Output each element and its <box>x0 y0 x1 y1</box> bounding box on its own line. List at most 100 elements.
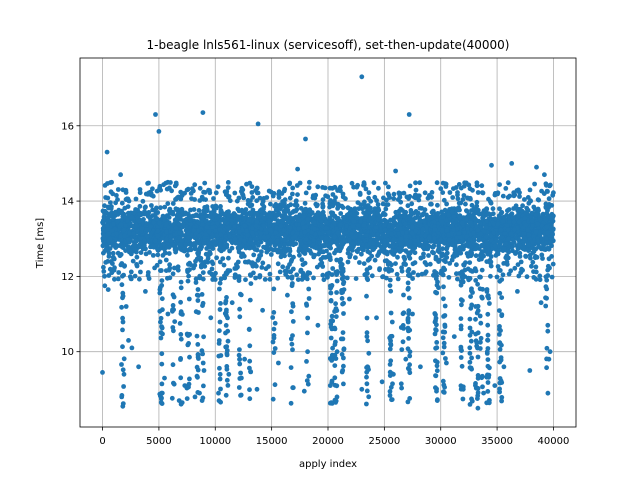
data-point <box>256 191 261 196</box>
data-point <box>341 205 346 210</box>
data-point <box>197 198 202 203</box>
data-point <box>283 234 288 239</box>
data-point <box>272 191 277 196</box>
data-point <box>254 264 259 269</box>
data-point <box>168 234 173 239</box>
data-point <box>125 218 130 223</box>
data-point <box>226 180 231 185</box>
data-point <box>205 225 210 230</box>
data-point <box>151 253 156 258</box>
data-point <box>302 225 307 230</box>
data-point <box>503 255 508 260</box>
data-point <box>374 225 379 230</box>
data-point <box>377 243 382 248</box>
data-point <box>320 185 325 190</box>
data-point <box>297 249 302 254</box>
data-point <box>164 230 169 235</box>
data-point <box>408 256 413 261</box>
data-point <box>429 239 434 244</box>
data-point <box>307 180 312 185</box>
data-point <box>529 264 534 269</box>
data-point <box>219 232 224 237</box>
data-point <box>497 182 502 187</box>
data-point <box>222 243 227 248</box>
data-point <box>269 252 274 257</box>
data-point <box>105 196 110 201</box>
data-point <box>457 247 462 252</box>
data-point <box>214 190 219 195</box>
data-point <box>402 214 407 219</box>
data-point <box>438 238 443 243</box>
data-point <box>458 215 463 220</box>
data-point <box>464 242 469 247</box>
data-point <box>409 210 414 215</box>
data-point <box>106 206 111 211</box>
data-point <box>142 245 147 250</box>
data-point <box>430 190 435 195</box>
data-point <box>242 239 247 244</box>
data-point <box>144 192 149 197</box>
data-point <box>392 220 397 225</box>
data-point <box>507 272 512 277</box>
data-point <box>286 220 291 225</box>
data-point <box>250 231 255 236</box>
data-point <box>367 250 372 255</box>
data-point <box>436 249 441 254</box>
data-point <box>393 210 398 215</box>
data-point <box>286 208 291 213</box>
data-point <box>544 183 549 188</box>
data-point <box>367 190 372 195</box>
data-point <box>402 257 407 262</box>
data-point <box>250 260 255 265</box>
data-point <box>230 246 235 251</box>
data-point <box>503 186 508 191</box>
data-point <box>431 245 436 250</box>
data-point <box>303 261 308 266</box>
data-point <box>145 234 150 239</box>
data-point <box>246 198 251 203</box>
data-point <box>278 244 283 249</box>
data-point <box>447 261 452 266</box>
data-point <box>370 273 375 278</box>
data-point <box>120 201 125 206</box>
data-point <box>468 196 473 201</box>
data-point <box>162 205 167 210</box>
data-point <box>253 247 258 252</box>
data-point <box>141 199 146 204</box>
data-point <box>367 242 372 247</box>
data-point <box>301 250 306 255</box>
data-point <box>134 262 139 267</box>
data-point <box>199 265 204 270</box>
data-point <box>138 270 143 275</box>
data-point <box>386 185 391 190</box>
data-point <box>248 204 253 209</box>
data-point <box>436 259 441 264</box>
data-point <box>234 241 239 246</box>
data-point <box>376 208 381 213</box>
data-point <box>247 218 252 223</box>
data-point <box>353 255 358 260</box>
data-point <box>108 237 113 242</box>
data-point <box>236 247 241 252</box>
data-point <box>510 237 515 242</box>
data-point <box>384 202 389 207</box>
data-point <box>398 226 403 231</box>
data-point <box>293 234 298 239</box>
data-point <box>526 233 531 238</box>
data-point <box>503 242 508 247</box>
data-point <box>268 246 273 251</box>
data-point <box>189 196 194 201</box>
data-point <box>493 193 498 198</box>
data-point <box>287 181 292 186</box>
data-point <box>402 191 407 196</box>
data-point <box>260 261 265 266</box>
data-point <box>168 275 173 280</box>
data-point <box>138 190 143 195</box>
data-point <box>377 266 382 271</box>
data-point <box>545 224 550 229</box>
data-point <box>262 216 267 221</box>
data-point <box>147 276 152 281</box>
data-point <box>179 238 184 243</box>
data-point <box>103 260 108 265</box>
data-point <box>325 194 330 199</box>
